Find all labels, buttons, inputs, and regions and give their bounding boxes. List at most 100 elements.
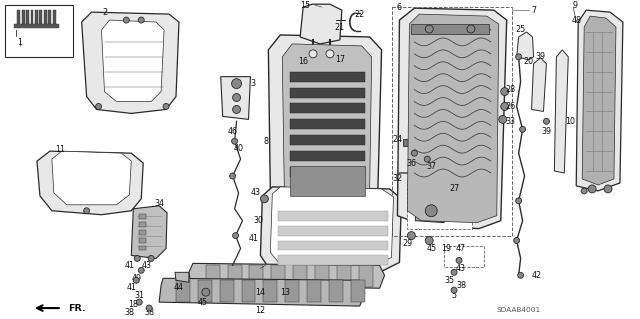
- Polygon shape: [131, 206, 167, 258]
- Circle shape: [456, 257, 462, 263]
- Text: SDAAB4001: SDAAB4001: [497, 307, 541, 313]
- Circle shape: [148, 256, 154, 261]
- Text: 15: 15: [300, 1, 310, 10]
- Polygon shape: [40, 10, 42, 24]
- Polygon shape: [241, 280, 255, 302]
- Polygon shape: [44, 10, 47, 24]
- Polygon shape: [329, 280, 343, 302]
- Text: 27: 27: [449, 184, 459, 193]
- Text: 29: 29: [403, 239, 413, 248]
- Polygon shape: [307, 280, 321, 302]
- Circle shape: [424, 156, 430, 162]
- Polygon shape: [300, 4, 342, 44]
- Polygon shape: [282, 44, 372, 199]
- Text: 30: 30: [253, 216, 264, 225]
- Circle shape: [518, 272, 524, 278]
- Polygon shape: [271, 265, 285, 287]
- Circle shape: [500, 102, 509, 110]
- Circle shape: [451, 287, 457, 293]
- Polygon shape: [270, 187, 394, 265]
- Text: 24: 24: [392, 135, 403, 144]
- Circle shape: [425, 25, 433, 33]
- Polygon shape: [35, 10, 38, 24]
- Polygon shape: [290, 119, 365, 129]
- Text: 40: 40: [234, 144, 244, 153]
- Text: 12: 12: [255, 306, 266, 315]
- Text: 14: 14: [255, 288, 266, 297]
- Polygon shape: [175, 272, 189, 282]
- Polygon shape: [37, 151, 143, 215]
- Circle shape: [425, 237, 433, 245]
- Text: 33: 33: [506, 117, 516, 126]
- Text: 9: 9: [573, 1, 578, 10]
- Bar: [5, 5, 73, 57]
- Text: 43: 43: [456, 264, 466, 273]
- Polygon shape: [220, 280, 234, 302]
- Polygon shape: [582, 16, 616, 185]
- Polygon shape: [412, 24, 489, 34]
- Text: 38: 38: [456, 281, 466, 290]
- Polygon shape: [221, 77, 250, 119]
- Circle shape: [202, 288, 210, 296]
- Polygon shape: [351, 280, 365, 302]
- Circle shape: [260, 195, 268, 203]
- Polygon shape: [290, 151, 365, 161]
- Circle shape: [408, 232, 415, 240]
- Text: 39: 39: [541, 127, 552, 136]
- Text: 47: 47: [456, 244, 466, 253]
- Text: 8: 8: [264, 137, 269, 146]
- Text: 20: 20: [524, 57, 534, 66]
- Text: 45: 45: [198, 298, 208, 307]
- Polygon shape: [278, 211, 388, 221]
- Bar: [392, 7, 511, 235]
- Polygon shape: [140, 238, 146, 242]
- Text: 38: 38: [144, 308, 154, 316]
- Circle shape: [581, 188, 587, 194]
- Circle shape: [136, 299, 142, 305]
- Polygon shape: [397, 8, 507, 229]
- Circle shape: [232, 138, 237, 144]
- Polygon shape: [278, 226, 388, 235]
- Polygon shape: [176, 280, 190, 302]
- Polygon shape: [140, 214, 146, 219]
- Polygon shape: [159, 278, 365, 306]
- Text: 11: 11: [55, 145, 65, 154]
- Polygon shape: [315, 265, 329, 287]
- Polygon shape: [278, 241, 388, 250]
- Polygon shape: [403, 139, 489, 146]
- Polygon shape: [293, 265, 307, 287]
- Circle shape: [467, 25, 475, 33]
- Polygon shape: [206, 265, 220, 287]
- Polygon shape: [31, 10, 33, 24]
- Polygon shape: [17, 10, 20, 24]
- Text: 28: 28: [506, 85, 516, 94]
- Polygon shape: [228, 265, 241, 287]
- Polygon shape: [516, 32, 534, 60]
- Circle shape: [138, 267, 144, 273]
- Polygon shape: [140, 246, 146, 250]
- Text: 41: 41: [126, 283, 136, 292]
- Circle shape: [499, 115, 507, 123]
- Bar: [14, 24, 59, 28]
- Polygon shape: [290, 167, 365, 177]
- Text: 43: 43: [141, 261, 151, 270]
- Circle shape: [163, 103, 169, 109]
- Polygon shape: [290, 166, 365, 196]
- Polygon shape: [53, 10, 56, 24]
- Text: 10: 10: [565, 117, 575, 126]
- Polygon shape: [576, 10, 623, 191]
- Text: 18: 18: [128, 300, 138, 308]
- Circle shape: [451, 269, 457, 275]
- Bar: [444, 246, 484, 267]
- Circle shape: [588, 185, 596, 193]
- Text: 42: 42: [531, 271, 541, 280]
- Circle shape: [543, 118, 549, 124]
- Polygon shape: [359, 265, 372, 287]
- Circle shape: [232, 79, 241, 89]
- Text: FR.: FR.: [68, 304, 86, 313]
- Text: 5: 5: [451, 291, 456, 300]
- Text: 44: 44: [174, 283, 184, 292]
- Text: 26: 26: [506, 102, 516, 111]
- Circle shape: [309, 50, 317, 58]
- Text: 35: 35: [444, 276, 454, 285]
